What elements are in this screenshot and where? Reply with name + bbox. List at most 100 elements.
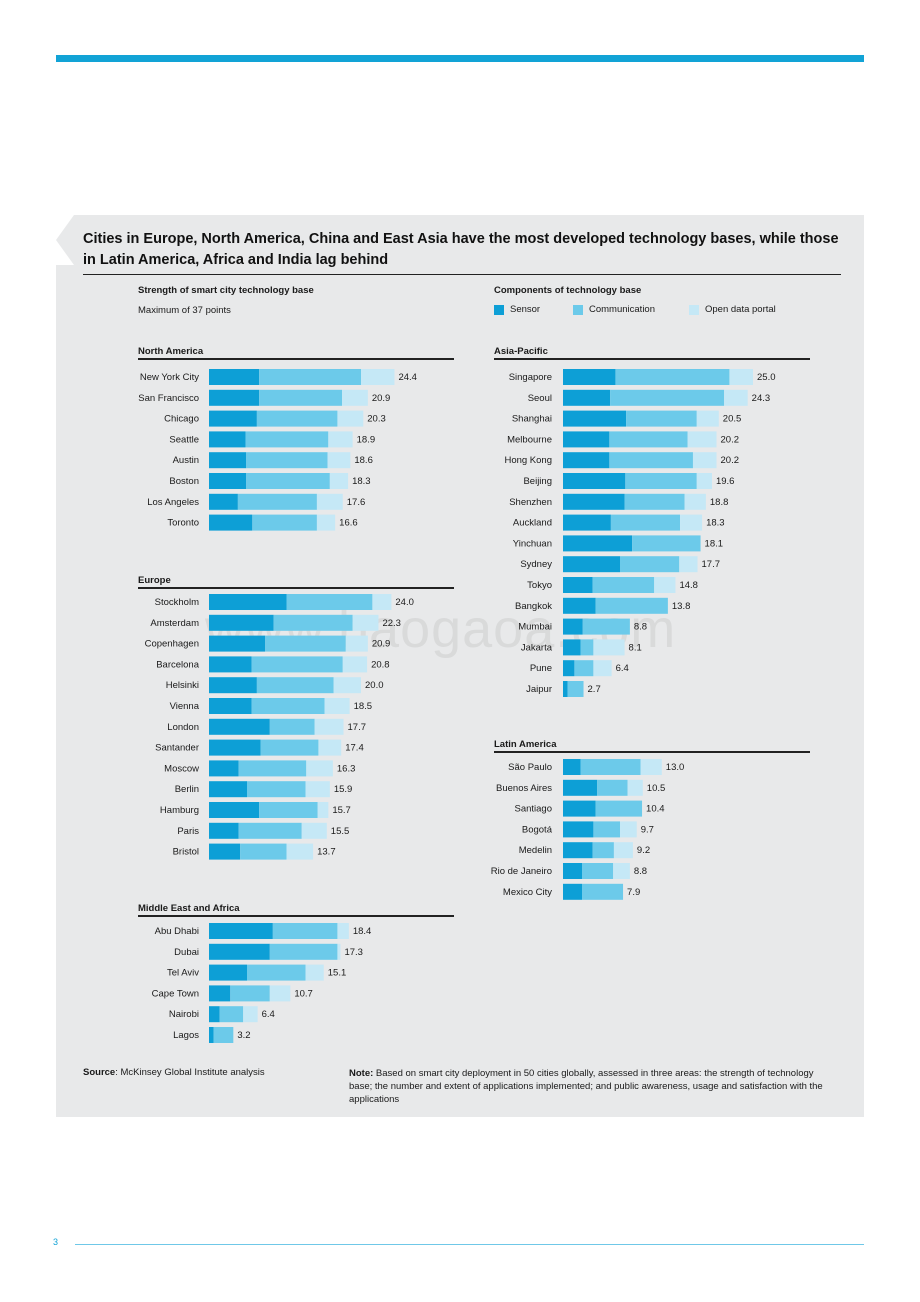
bar-segment-sensor bbox=[209, 964, 247, 981]
bar-segment-communication bbox=[597, 779, 628, 796]
bar-segment-open-data-portal bbox=[593, 660, 612, 677]
city-label: Abu Dhabi bbox=[155, 926, 199, 937]
bar-value-label: 15.9 bbox=[334, 784, 353, 795]
city-label: Berlin bbox=[175, 784, 199, 795]
city-label: Barcelona bbox=[156, 659, 199, 670]
city-label: Helsinki bbox=[166, 680, 199, 691]
bar-segment-communication bbox=[632, 535, 701, 552]
footer-rule bbox=[75, 1244, 864, 1245]
bar-segment-communication bbox=[625, 473, 697, 489]
city-label: Shenzhen bbox=[509, 497, 552, 508]
bar-segment-communication bbox=[580, 639, 594, 656]
bar-segment-open-data-portal bbox=[318, 739, 342, 756]
source-line: Source: McKinsey Global Institute analys… bbox=[83, 1067, 333, 1078]
bar-segment-communication bbox=[246, 452, 328, 469]
bar-value-label: 20.5 bbox=[723, 414, 742, 425]
bar-segment-sensor bbox=[209, 985, 231, 1002]
city-label: Tokyo bbox=[527, 580, 552, 591]
bar-segment-communication bbox=[620, 556, 680, 573]
bar-value-label: 17.7 bbox=[702, 559, 721, 570]
bar-value-label: 16.3 bbox=[337, 763, 356, 774]
city-label: Boston bbox=[169, 476, 199, 487]
city-label: Seoul bbox=[528, 393, 552, 404]
panel-notch-lower bbox=[56, 240, 74, 265]
bar-segment-sensor bbox=[209, 656, 252, 673]
bar-segment-sensor bbox=[563, 618, 583, 635]
bar-segment-sensor bbox=[563, 369, 616, 385]
city-label: Santiago bbox=[514, 804, 552, 815]
bar-value-label: 9.2 bbox=[637, 845, 650, 856]
bar-segment-open-data-portal bbox=[345, 635, 368, 652]
bar-segment-sensor bbox=[209, 635, 266, 652]
bar-value-label: 17.3 bbox=[344, 947, 363, 958]
city-label: Seattle bbox=[169, 434, 199, 445]
bar-segment-communication bbox=[580, 759, 641, 775]
bar-segment-communication bbox=[595, 597, 668, 614]
city-label: Jaipur bbox=[526, 684, 552, 695]
headline-rule bbox=[83, 274, 841, 275]
bar-segment-sensor bbox=[563, 410, 627, 427]
bar-segment-communication bbox=[237, 493, 317, 510]
bar-segment-communication bbox=[259, 389, 342, 406]
region-rule bbox=[494, 751, 810, 753]
bar-segment-communication bbox=[246, 473, 330, 489]
bar-value-label: 7.9 bbox=[627, 887, 640, 898]
region-rule bbox=[138, 587, 454, 589]
bar-value-label: 20.2 bbox=[721, 455, 740, 466]
bar-segment-sensor bbox=[563, 473, 626, 489]
bar-segment-sensor bbox=[209, 781, 247, 798]
bar-value-label: 15.1 bbox=[328, 968, 347, 979]
bar-value-label: 8.8 bbox=[634, 866, 647, 877]
bar-segment-communication bbox=[265, 635, 346, 652]
bar-segment-communication bbox=[213, 1027, 234, 1043]
city-label: Beijing bbox=[523, 476, 552, 487]
bar-segment-sensor bbox=[209, 369, 260, 385]
left-subtitle: Strength of smart city technology base bbox=[138, 285, 314, 296]
bar-segment-communication bbox=[245, 431, 329, 448]
bar-value-label: 20.3 bbox=[367, 414, 386, 425]
bar-value-label: 20.2 bbox=[721, 434, 740, 445]
bar-value-label: 8.8 bbox=[634, 622, 647, 633]
bar-segment-communication bbox=[260, 739, 319, 756]
bar-segment-communication bbox=[582, 618, 630, 635]
note-text: Based on smart city deployment in 50 cit… bbox=[349, 1068, 823, 1105]
bar-value-label: 19.6 bbox=[716, 476, 735, 487]
bar-segment-open-data-portal bbox=[654, 577, 676, 593]
bar-segment-open-data-portal bbox=[361, 369, 395, 385]
bar-segment-open-data-portal bbox=[679, 556, 698, 573]
bar-segment-open-data-portal bbox=[687, 431, 717, 448]
bar-segment-sensor bbox=[563, 431, 610, 448]
city-label: Los Angeles bbox=[147, 497, 199, 508]
bar-value-label: 24.0 bbox=[395, 597, 414, 608]
bar-segment-communication bbox=[247, 964, 306, 981]
bar-segment-communication bbox=[609, 452, 693, 469]
bar-value-label: 18.3 bbox=[352, 476, 371, 487]
bar-segment-open-data-portal bbox=[324, 698, 350, 714]
bar-segment-open-data-portal bbox=[243, 1006, 258, 1023]
bar-value-label: 16.6 bbox=[339, 518, 358, 529]
region-title: Middle East and Africa bbox=[138, 903, 240, 914]
bar-segment-sensor bbox=[563, 842, 593, 859]
bar-segment-communication bbox=[259, 369, 361, 385]
bar-segment-open-data-portal bbox=[724, 389, 748, 406]
bar-segment-sensor bbox=[209, 923, 273, 939]
bar-segment-communication bbox=[269, 943, 338, 960]
bar-segment-sensor bbox=[209, 514, 253, 531]
bar-segment-sensor bbox=[209, 760, 239, 777]
bar-value-label: 22.3 bbox=[382, 618, 401, 629]
figure-headline: Cities in Europe, North America, China a… bbox=[83, 231, 839, 268]
city-label: Rio de Janeiro bbox=[491, 866, 552, 877]
bar-segment-sensor bbox=[209, 843, 241, 860]
bar-segment-open-data-portal bbox=[317, 802, 329, 818]
bar-segment-communication bbox=[251, 656, 343, 673]
bar-segment-sensor bbox=[563, 681, 568, 697]
legend-label-sensor: Sensor bbox=[510, 304, 541, 315]
bar-segment-sensor bbox=[209, 822, 239, 839]
bar-segment-open-data-portal bbox=[342, 389, 368, 406]
bar-segment-sensor bbox=[563, 452, 610, 469]
city-label: Jakarta bbox=[521, 642, 553, 653]
bar-value-label: 14.8 bbox=[679, 580, 698, 591]
bar-segment-sensor bbox=[209, 594, 287, 610]
city-label: San Francisco bbox=[138, 393, 199, 404]
bar-segment-open-data-portal bbox=[729, 369, 753, 385]
